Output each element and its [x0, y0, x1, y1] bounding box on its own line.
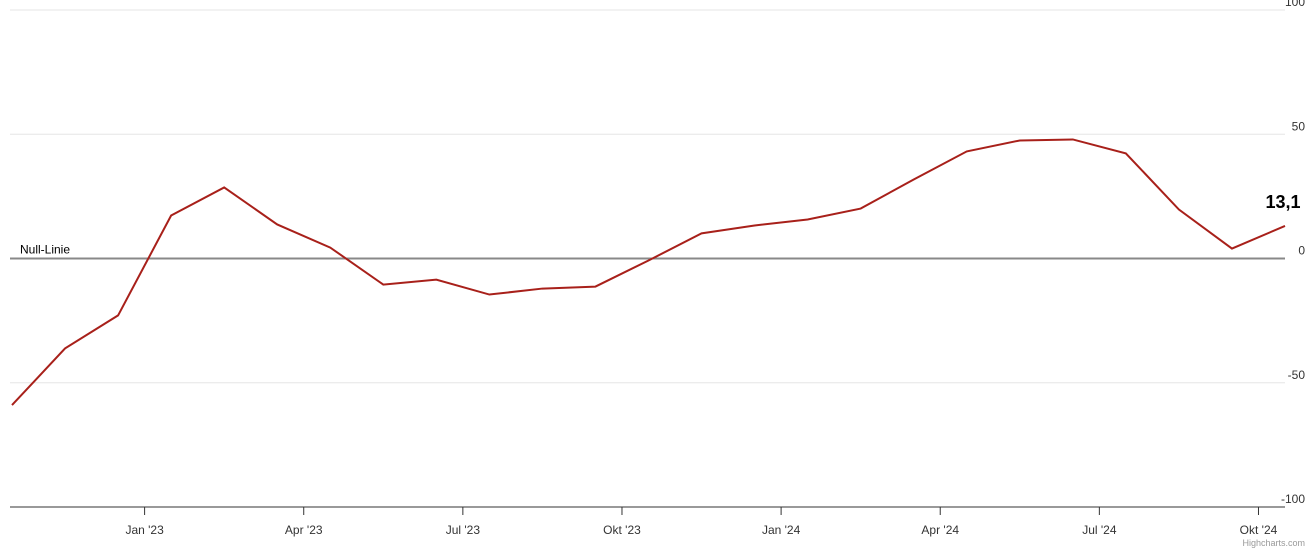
y-tick-label: 0 [1298, 244, 1305, 258]
y-tick-label: 100 [1285, 0, 1305, 9]
y-tick-label: -100 [1281, 492, 1305, 506]
x-tick-label: Apr '23 [285, 523, 323, 537]
y-tick-label: 50 [1292, 119, 1306, 133]
x-tick-label: Jul '23 [446, 523, 481, 537]
data-label: 13,1 [1265, 192, 1300, 212]
x-tick-label: Apr '24 [921, 523, 959, 537]
x-tick-label: Jan '23 [125, 523, 164, 537]
plot-line-label: Null-Linie [20, 243, 70, 257]
credits: Highcharts.com [1242, 538, 1305, 548]
x-tick-label: Jan '24 [762, 523, 801, 537]
x-tick-label: Jul '24 [1082, 523, 1117, 537]
x-tick-label: Okt '24 [1240, 523, 1278, 537]
line [11, 138, 1286, 406]
y-tick-label: -50 [1288, 368, 1306, 382]
x-tick-label: Okt '23 [603, 523, 641, 537]
